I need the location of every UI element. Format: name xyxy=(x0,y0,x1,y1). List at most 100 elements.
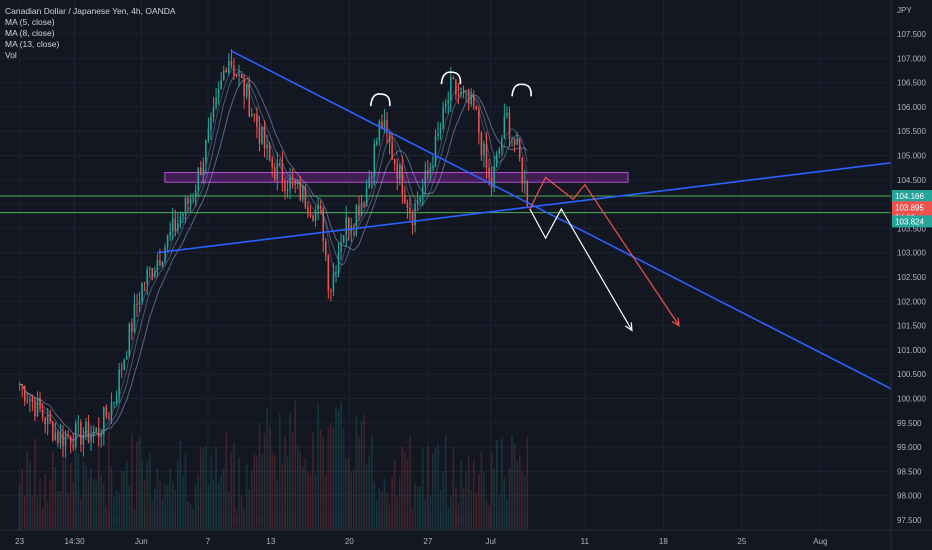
volume-bar xyxy=(23,495,26,530)
candle-body xyxy=(133,304,136,332)
candle-body xyxy=(207,129,210,141)
volume-bar xyxy=(337,410,340,530)
candle-body xyxy=(202,162,205,175)
candle-body xyxy=(337,251,340,273)
price-tick-label: 106.000 xyxy=(897,103,926,112)
volume-bar xyxy=(421,448,424,530)
volume-bar xyxy=(115,490,118,530)
volume-bar xyxy=(516,461,518,530)
volume-bar xyxy=(34,438,36,530)
candle-body xyxy=(205,140,207,163)
candlesticks xyxy=(18,49,529,458)
candle-body xyxy=(54,432,57,441)
candle-body xyxy=(192,197,194,200)
candle-body xyxy=(378,121,381,142)
volume-bar xyxy=(319,429,322,530)
candle-body xyxy=(460,91,462,95)
price-tick-label: 107.500 xyxy=(897,30,926,39)
volume-bar xyxy=(261,453,263,530)
volume-bar xyxy=(478,474,480,530)
time-tick-label: 18 xyxy=(659,537,668,546)
volume-bar xyxy=(391,476,393,530)
candle-body xyxy=(200,167,202,175)
candle-body xyxy=(235,75,238,77)
projection-arrowhead xyxy=(671,317,680,327)
volume-bar xyxy=(215,446,217,530)
candle-body xyxy=(189,199,192,204)
volume-bar xyxy=(472,460,475,530)
volume-bar xyxy=(161,498,164,530)
volume-bar xyxy=(263,433,266,530)
volume-bar xyxy=(467,455,470,530)
candle-body xyxy=(353,226,355,228)
candle-body xyxy=(289,177,291,190)
candle-body xyxy=(118,369,120,397)
volume-bar xyxy=(406,459,409,530)
candle-body xyxy=(49,414,52,422)
candle-body xyxy=(317,205,319,210)
volume-bar xyxy=(427,446,429,530)
candle-body xyxy=(59,432,62,444)
volume-bar xyxy=(164,483,166,530)
volume-bar xyxy=(495,440,498,530)
volume-bar xyxy=(143,480,146,530)
volume-bar xyxy=(72,481,74,530)
price-tick-label: 106.500 xyxy=(897,79,926,88)
price-tick-label: 99.500 xyxy=(897,419,922,428)
volume-bar xyxy=(342,429,345,530)
volume-bar xyxy=(110,466,113,530)
candle-body xyxy=(161,261,164,266)
candle-body xyxy=(159,260,161,266)
volume-bar xyxy=(220,474,222,530)
volume-bar xyxy=(460,460,462,530)
volume-bar xyxy=(228,490,230,530)
volume-bar xyxy=(217,482,220,530)
candle-body xyxy=(521,158,524,184)
candle-body xyxy=(62,432,64,447)
volume-bar xyxy=(57,491,59,530)
legend-title: Canadian Dollar / Japanese Yen, 4h, OAND… xyxy=(5,6,176,16)
volume-bar xyxy=(279,413,281,530)
candle-body xyxy=(401,165,404,195)
candle-body xyxy=(131,323,133,332)
volume-bar xyxy=(192,509,194,530)
candle-body xyxy=(151,268,154,278)
candle-body xyxy=(268,144,271,160)
candle-body xyxy=(508,112,511,139)
candle-body xyxy=(141,282,143,301)
candle-body xyxy=(427,170,429,175)
candle-body xyxy=(105,407,108,417)
volume-bar xyxy=(437,444,439,530)
candle-body xyxy=(31,399,34,402)
candle-body xyxy=(503,115,506,140)
candle-body xyxy=(419,197,421,202)
candle-body xyxy=(240,73,243,79)
trendline xyxy=(231,50,892,390)
candle-body xyxy=(120,369,123,371)
candle-body xyxy=(485,143,488,168)
candle-body xyxy=(409,207,411,213)
candle-body xyxy=(345,217,347,236)
volume-bar xyxy=(97,436,100,530)
volume-bar xyxy=(465,470,467,530)
volume-bar xyxy=(120,470,123,530)
candle-body xyxy=(251,113,253,117)
candle-body xyxy=(312,215,314,221)
candle-body xyxy=(291,177,294,181)
volume-bar xyxy=(347,457,350,530)
candle-body xyxy=(77,422,80,424)
volume-bar xyxy=(480,451,483,530)
volume-bar xyxy=(414,482,416,530)
volume-bar xyxy=(52,451,54,530)
candle-body xyxy=(174,218,177,231)
volume-bar xyxy=(455,486,457,530)
volume-bar xyxy=(156,467,159,530)
volume-bar xyxy=(54,467,57,530)
time-tick-label: Jul xyxy=(486,537,496,546)
candle-body xyxy=(421,186,424,198)
candle-body xyxy=(399,165,401,179)
volume-bar xyxy=(488,505,490,530)
candle-body xyxy=(217,88,220,98)
